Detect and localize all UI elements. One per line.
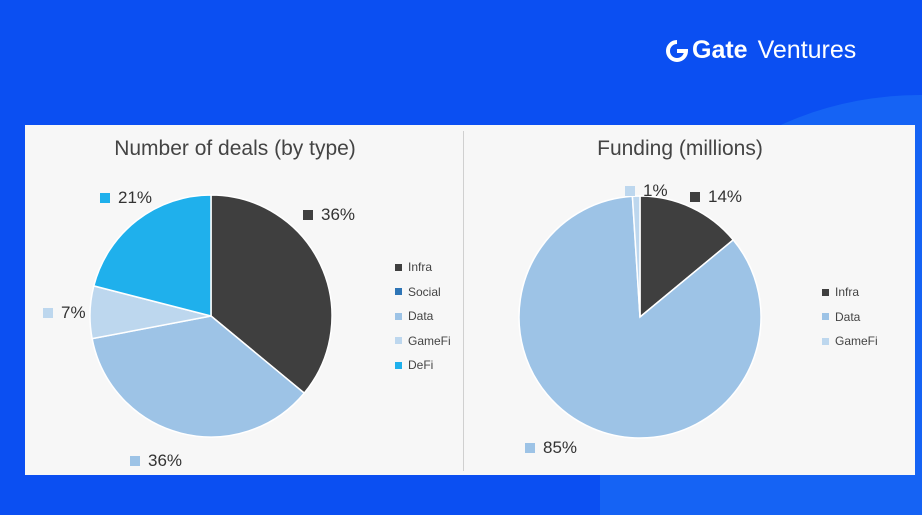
legend-item-gamefi: GameFi (395, 329, 451, 354)
legend-item-gamefi: GameFi (822, 329, 878, 354)
pie-slice-data (91, 315, 306, 438)
legend-item-data: Data (822, 305, 878, 330)
label-text: 1% (643, 181, 668, 200)
legend-label: Infra (408, 260, 433, 275)
gate-ventures-logo: Gate Ventures (666, 36, 856, 65)
legend-label: Data (835, 309, 861, 324)
legend-item-defi: DeFi (395, 353, 451, 378)
brand-name-rest: Ventures (757, 36, 857, 64)
label-text: 21% (118, 188, 153, 207)
data-label-infra: 14% (690, 187, 742, 207)
label-text: 7% (61, 303, 86, 322)
legend-label: Infra (835, 285, 860, 300)
label-swatch (100, 193, 110, 203)
legend-funding: Infra Data GameFi (822, 280, 878, 354)
label-text: 36% (321, 205, 356, 224)
legend-item-infra: Infra (395, 255, 451, 280)
data-label-data: 85% (525, 438, 577, 458)
legend-swatch (395, 361, 402, 369)
legend-deals: Infra Social Data GameFi DeFi (395, 255, 451, 378)
chart-title-deals: Number of deals (by type) (114, 137, 356, 160)
legend-label: GameFi (408, 333, 451, 348)
label-swatch (43, 308, 53, 318)
legend-label: Data (408, 309, 434, 324)
label-text: 85% (543, 438, 578, 457)
data-label-infra: 36% (303, 205, 355, 225)
charts-panel: Number of deals (by type) Funding (milli… (25, 125, 915, 475)
pie-slice-data (518, 195, 762, 439)
label-swatch (130, 456, 140, 466)
data-label-defi: 21% (100, 188, 152, 208)
legend-label: GameFi (835, 334, 878, 349)
label-text: 36% (148, 451, 183, 470)
pie-slice-infra (210, 194, 333, 395)
pie-slice-gamefi (631, 195, 641, 318)
label-swatch (625, 186, 635, 196)
pie-slice-infra (639, 195, 735, 319)
legend-swatch (395, 337, 402, 345)
legend-swatch (395, 288, 402, 296)
chart-title-funding: Funding (millions) (597, 137, 763, 160)
gate-logo-icon (666, 39, 688, 62)
legend-item-data: Data (395, 304, 451, 329)
label-swatch (690, 192, 700, 202)
legend-item-social: Social (395, 280, 451, 305)
label-swatch (303, 210, 313, 220)
legend-swatch (822, 288, 829, 296)
label-text: 14% (708, 187, 743, 206)
data-label-gamefi: 7% (43, 303, 86, 323)
data-label-data: 36% (130, 451, 182, 471)
legend-label: Social (408, 284, 441, 299)
legend-swatch (822, 337, 829, 345)
legend-swatch (822, 313, 829, 321)
divider (463, 131, 464, 471)
pie-slice-defi (92, 194, 212, 317)
legend-label: DeFi (408, 358, 434, 373)
pie-charts-svg (89, 194, 762, 439)
label-swatch (525, 443, 535, 453)
legend-item-infra: Infra (822, 280, 878, 305)
brand-name-bold: Gate (692, 36, 748, 64)
data-label-gamefi: 1% (625, 181, 668, 201)
legend-swatch (395, 263, 402, 271)
legend-swatch (395, 312, 402, 320)
